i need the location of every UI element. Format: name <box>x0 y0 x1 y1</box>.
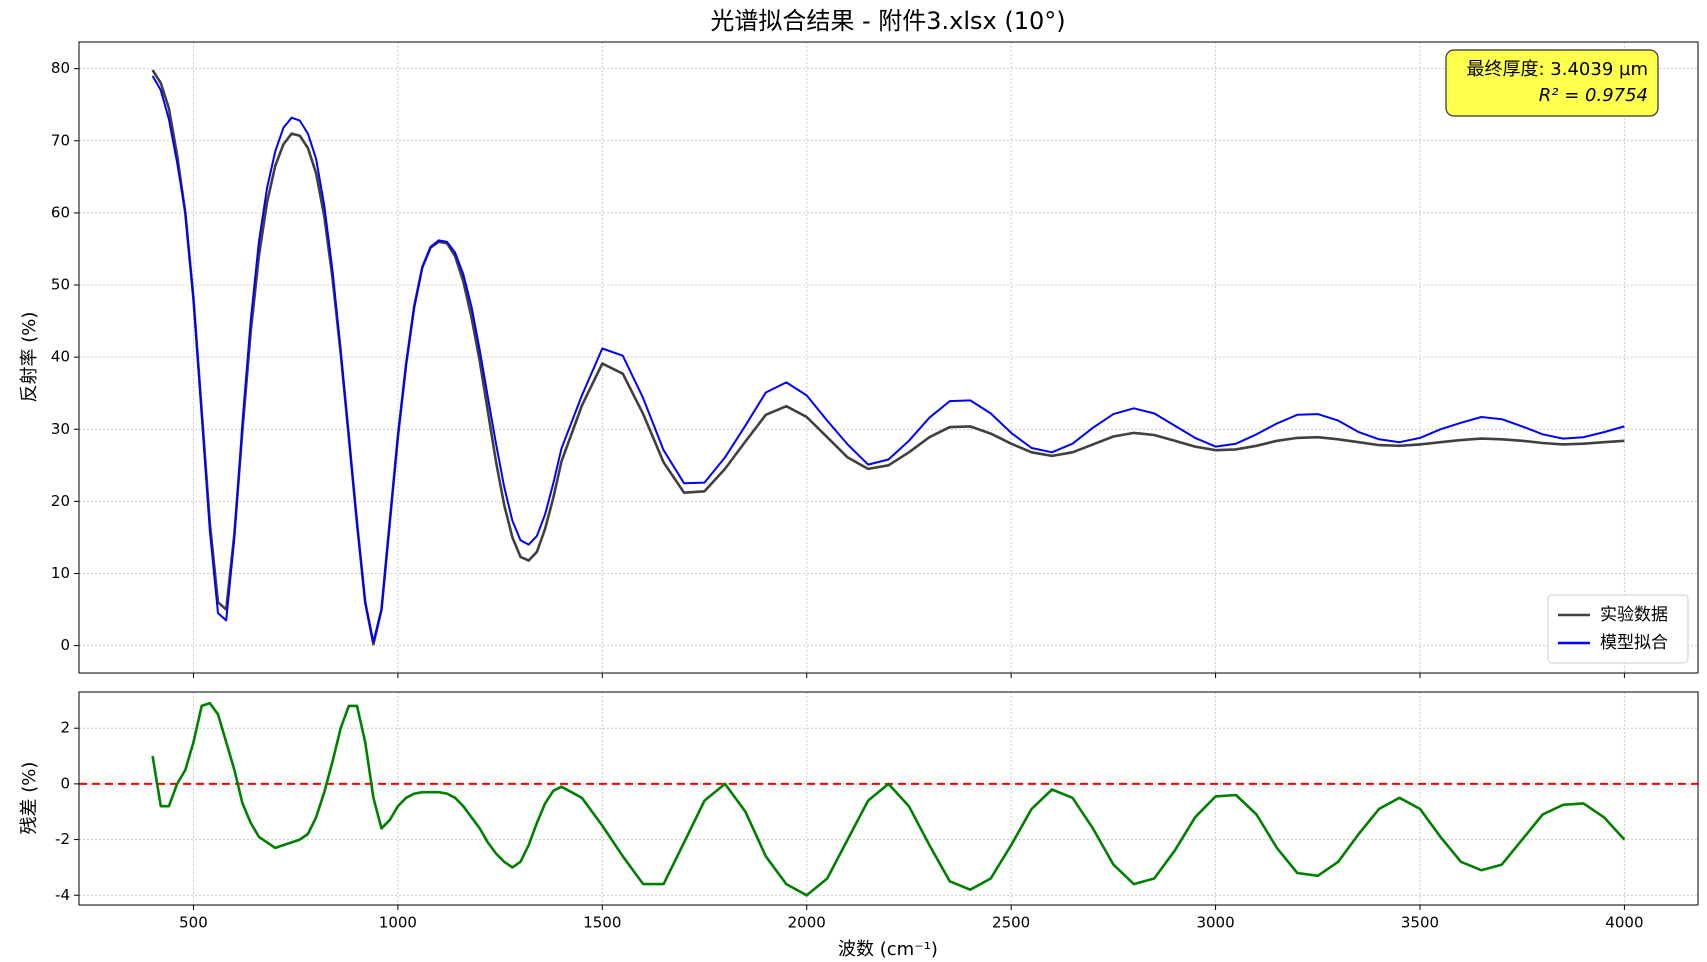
x-tick-label: 500 <box>179 914 208 932</box>
plot-frame <box>78 41 1699 674</box>
y-tick-label: 30 <box>51 420 70 438</box>
y-tick-label: -4 <box>55 886 70 904</box>
y-tick-label: 40 <box>51 348 70 366</box>
legend-label: 实验数据 <box>1600 605 1668 625</box>
data-line <box>151 75 1625 643</box>
data-line <box>151 69 1625 646</box>
y-axis-label: 残差 (%) <box>19 762 40 835</box>
x-tick-label: 1500 <box>583 914 621 932</box>
y-tick-label: -2 <box>55 830 70 848</box>
y-tick-label: 0 <box>60 636 70 654</box>
x-tick-label: 4000 <box>1605 914 1643 932</box>
chart-title: 光谱拟合结果 - 附件3.xlsx (10°) <box>710 7 1065 35</box>
data-line <box>151 701 1626 897</box>
y-axis-label: 反射率 (%) <box>19 312 40 403</box>
x-tick-label: 2000 <box>788 914 826 932</box>
y-tick-label: 50 <box>51 276 70 294</box>
x-tick-label: 3000 <box>1196 914 1234 932</box>
annotation-text: R² = 0.9754 <box>1539 85 1648 106</box>
legend-label: 模型拟合 <box>1600 633 1668 653</box>
y-tick-label: 2 <box>60 719 70 737</box>
annotation-text: 最终厚度: 3.4039 µm <box>1467 59 1648 80</box>
x-tick-label: 3500 <box>1401 914 1439 932</box>
y-tick-label: 60 <box>51 203 70 221</box>
legend-box <box>1547 594 1689 664</box>
plot-frame <box>78 691 1699 906</box>
x-tick-label: 2500 <box>992 914 1030 932</box>
x-axis-label: 波数 (cm⁻¹) <box>838 939 938 960</box>
y-tick-label: 0 <box>60 774 70 792</box>
annotation-box <box>1445 49 1659 117</box>
y-tick-label: 10 <box>51 564 70 582</box>
y-tick-label: 80 <box>51 59 70 77</box>
y-tick-label: 20 <box>51 492 70 510</box>
x-tick-label: 1000 <box>379 914 417 932</box>
y-tick-label: 70 <box>51 131 70 149</box>
